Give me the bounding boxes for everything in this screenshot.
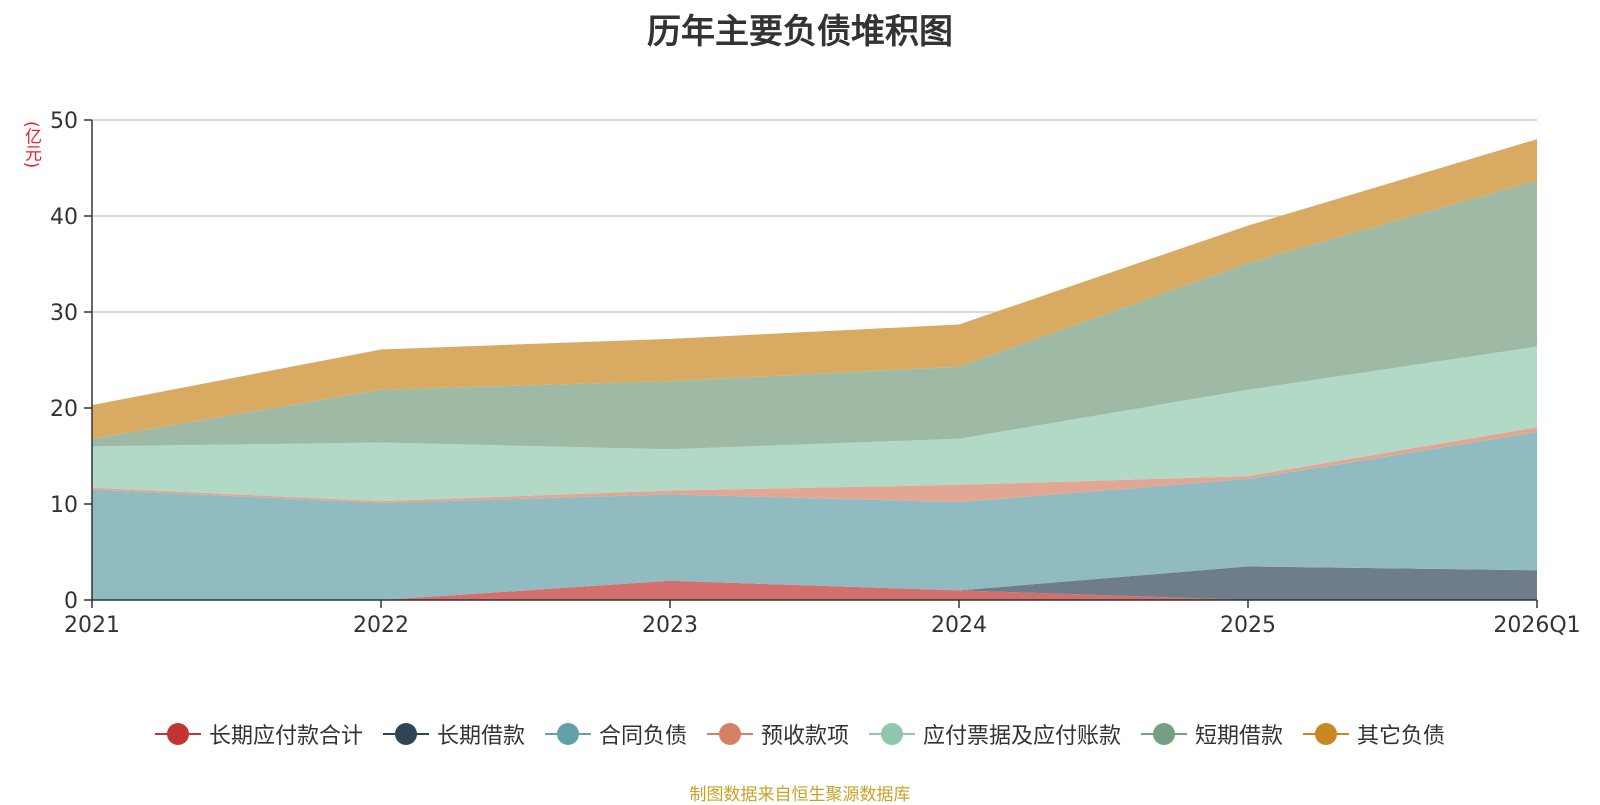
x-tick-label: 2023	[642, 613, 698, 638]
legend-marker-icon	[382, 722, 429, 746]
legend-marker-icon	[544, 722, 591, 746]
x-tick-label: 2022	[353, 613, 409, 638]
legend-item[interactable]: 其它负债	[1303, 718, 1445, 750]
x-tick-label: 2024	[931, 613, 987, 638]
legend-label: 应付票据及应付账款	[923, 724, 1122, 749]
legend-item[interactable]: 长期借款	[382, 718, 525, 750]
y-tick-label: 40	[50, 205, 78, 230]
area-series-3	[92, 427, 1537, 504]
legend-label: 合同负债	[598, 724, 687, 749]
y-tick-label: 0	[64, 589, 78, 614]
y-tick-label: 20	[50, 397, 78, 422]
data-source-note: 制图数据来自恒生聚源数据库	[689, 785, 911, 805]
y-tick-label: 50	[50, 109, 78, 134]
area-series-1	[92, 566, 1537, 600]
x-tick-label: 2025	[1220, 613, 1276, 638]
legend-item[interactable]: 合同负债	[544, 718, 687, 750]
legend-label: 长期应付款合计	[208, 724, 363, 749]
legend-item[interactable]: 短期借款	[1141, 718, 1283, 750]
legend-marker-icon	[1141, 722, 1188, 746]
area-series-6	[92, 139, 1537, 439]
area-series-0	[92, 580, 1537, 600]
x-tick-label: 2026Q1	[1493, 613, 1580, 638]
legend-item[interactable]: 应付票据及应付账款	[869, 718, 1121, 750]
y-tick-label: 10	[50, 493, 78, 518]
legend-label: 预收款项	[760, 724, 849, 749]
legend-item[interactable]: 长期应付款合计	[154, 718, 363, 750]
legend-item[interactable]: 预收款项	[706, 718, 849, 750]
legend-marker-icon	[1303, 722, 1350, 746]
x-tick-label: 2021	[64, 613, 120, 638]
area-series-5	[92, 180, 1537, 450]
legend-marker-icon	[154, 722, 201, 746]
legend-marker-icon	[869, 722, 915, 746]
y-axis-unit: (亿元)	[21, 121, 41, 169]
chart-title: 历年主要负债堆积图	[647, 12, 953, 52]
legend-label: 长期借款	[436, 724, 525, 749]
legend-label: 其它负债	[1357, 724, 1446, 749]
legend: 长期应付款合计 长期借款 合同负债 预收款项 应付票据及应付账款 短期借款 其它负债	[0, 718, 1600, 750]
area-series-4	[92, 346, 1537, 502]
legend-label: 短期借款	[1195, 724, 1284, 749]
y-tick-label: 30	[50, 301, 78, 326]
legend-marker-icon	[706, 722, 753, 746]
area-series-2	[92, 432, 1537, 600]
